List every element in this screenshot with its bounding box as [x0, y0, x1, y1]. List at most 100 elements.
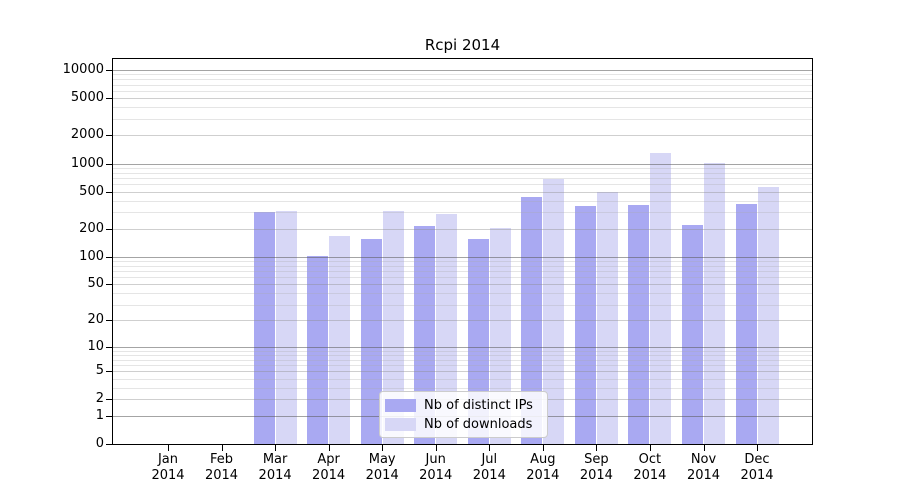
- x-axis-tick-label-jan: Jan 2014: [138, 452, 198, 484]
- month-line: Feb: [209, 452, 234, 467]
- gridline-5: [113, 371, 812, 373]
- bar-nb-of-distinct-ips-jun: [414, 225, 436, 444]
- month-line: Nov: [690, 452, 717, 467]
- bar-nb-of-downloads-aug: [543, 179, 565, 444]
- gridline-100: [113, 256, 812, 258]
- gridline-800: [113, 172, 812, 174]
- gridline-10000: [113, 70, 812, 71]
- y-axis-tick-label-5: 5: [95, 363, 104, 379]
- month-line: Dec: [744, 452, 770, 467]
- y-axis-tick-label-0: 0: [95, 436, 104, 451]
- x-axis-tick-label-mar: Mar 2014: [245, 452, 305, 484]
- x-tick-mark-may: [382, 445, 384, 451]
- gridline-70: [113, 270, 812, 272]
- month-line: Sep: [584, 452, 609, 467]
- year-line: 2014: [633, 468, 667, 483]
- gridline-50: [113, 284, 812, 286]
- x-axis-tick-label-jun: Jun 2014: [406, 452, 466, 484]
- y-tick-mark-10: [106, 346, 113, 348]
- chart-title: Rcpi 2014: [424, 36, 501, 54]
- x-axis-tick-label-apr: Apr 2014: [299, 452, 359, 484]
- x-tick-mark-dec: [757, 445, 758, 451]
- y-tick-mark-2: [106, 399, 113, 401]
- gridline-500: [113, 191, 812, 193]
- bar-nb-of-downloads-dec: [757, 187, 779, 444]
- bar-nb-of-distinct-ips-mar: [253, 212, 275, 444]
- y-axis-tick-label-10: 10: [87, 338, 104, 354]
- gridline-6000: [113, 90, 812, 92]
- x-axis-tick-label-dec: Dec 2014: [727, 452, 787, 484]
- legend-label-distinct-ips: Nb of distinct IPs: [424, 397, 533, 413]
- year-line: 2014: [365, 468, 399, 483]
- gridline-7: [113, 359, 812, 361]
- x-tick-mark-sep: [596, 445, 598, 451]
- x-axis-tick-label-nov: Nov 2014: [674, 452, 734, 484]
- y-tick-mark-100: [106, 256, 113, 258]
- bar-nb-of-distinct-ips-nov: [681, 224, 703, 444]
- y-tick-mark-20: [106, 320, 113, 322]
- year-line: 2014: [740, 468, 774, 483]
- y-axis-tick-label-1000: 1000: [70, 155, 104, 171]
- bar-nb-of-downloads-mar: [275, 210, 297, 444]
- x-tick-mark-oct: [649, 445, 651, 451]
- month-line: Apr: [317, 452, 340, 467]
- gridline-80: [113, 265, 812, 267]
- gridline-600: [113, 184, 812, 186]
- bar-nb-of-distinct-ips-apr: [307, 255, 329, 444]
- y-tick-mark-5000: [106, 98, 113, 100]
- year-line: 2014: [151, 468, 185, 483]
- gridline-200: [113, 228, 812, 230]
- y-tick-mark-5: [106, 371, 113, 373]
- legend-label-downloads: Nb of downloads: [424, 416, 533, 432]
- plot-area: [112, 58, 813, 445]
- y-axis-tick-label-200: 200: [79, 220, 104, 236]
- y-axis-tick-label-10000: 10000: [62, 62, 104, 77]
- year-line: 2014: [579, 468, 613, 483]
- month-line: Jul: [481, 452, 498, 467]
- y-axis-tick-label-100: 100: [79, 248, 104, 264]
- gridline-700: [113, 177, 812, 179]
- bar-nb-of-downloads-may: [382, 210, 404, 444]
- year-line: 2014: [312, 468, 346, 483]
- y-tick-mark-1: [106, 415, 113, 417]
- year-line: 2014: [258, 468, 292, 483]
- bar-nb-of-downloads-jun: [436, 213, 458, 444]
- month-line: Mar: [262, 452, 288, 467]
- month-line: Oct: [638, 452, 662, 467]
- year-line: 2014: [526, 468, 560, 483]
- gridline-3: [113, 387, 812, 389]
- month-line: Jan: [157, 452, 179, 467]
- gridline-9: [113, 350, 812, 352]
- gridline-20: [113, 320, 812, 322]
- y-tick-mark-50: [106, 284, 113, 286]
- x-axis-tick-label-oct: Oct 2014: [620, 452, 680, 484]
- y-axis-tick-label-5000: 5000: [70, 90, 104, 106]
- x-axis-tick-label-feb: Feb 2014: [192, 452, 252, 484]
- x-axis-tick-label-jul: Jul 2014: [459, 452, 519, 484]
- legend-item-downloads: Nb of downloads: [380, 417, 547, 432]
- x-axis-tick-label-may: May 2014: [352, 452, 412, 484]
- y-tick-mark-10000: [106, 70, 113, 71]
- gridline-300: [113, 212, 812, 214]
- legend: Nb of distinct IPs Nb of downloads: [379, 391, 548, 438]
- bar-nb-of-downloads-nov: [703, 162, 725, 444]
- gridline-30: [113, 304, 812, 306]
- x-tick-mark-feb: [221, 445, 223, 451]
- gridline-900: [113, 167, 812, 169]
- legend-swatch-downloads: [385, 417, 416, 431]
- y-tick-mark-0: [106, 444, 113, 445]
- year-line: 2014: [419, 468, 453, 483]
- gridline-4000: [113, 107, 812, 109]
- x-axis-tick-label-aug: Aug 2014: [513, 452, 573, 484]
- legend-item-distinct-ips: Nb of distinct IPs: [380, 398, 547, 413]
- bar-nb-of-distinct-ips-may: [360, 238, 382, 444]
- bar-nb-of-distinct-ips-dec: [735, 203, 757, 444]
- bar-nb-of-downloads-oct: [650, 153, 672, 444]
- y-axis-tick-label-50: 50: [87, 276, 104, 292]
- gridline-3000: [113, 118, 812, 120]
- x-tick-mark-jun: [435, 445, 437, 451]
- y-tick-mark-2000: [106, 135, 113, 137]
- y-axis-tick-label-2000: 2000: [70, 127, 104, 143]
- y-tick-mark-1000: [106, 163, 113, 165]
- gridline-4: [113, 378, 812, 380]
